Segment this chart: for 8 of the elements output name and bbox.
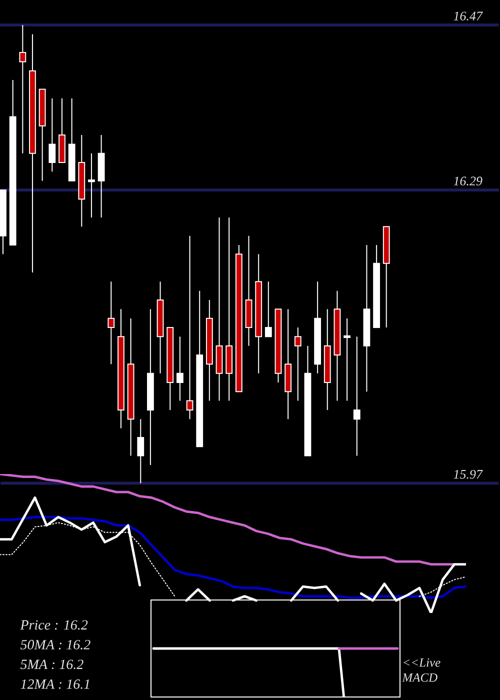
text: 50MA : 16.2 bbox=[20, 640, 90, 650]
text: <<Live MACD bbox=[402, 658, 440, 682]
text: 12MA : 16.1 bbox=[20, 679, 90, 689]
text: Price : 16.2 bbox=[20, 620, 88, 630]
y-tick-label: 16.29 bbox=[454, 176, 482, 186]
text: 5MA : 16.2 bbox=[20, 660, 84, 670]
y-tick-label: 16.47 bbox=[454, 12, 483, 21]
y-tick-label: 15.97 bbox=[454, 470, 483, 479]
